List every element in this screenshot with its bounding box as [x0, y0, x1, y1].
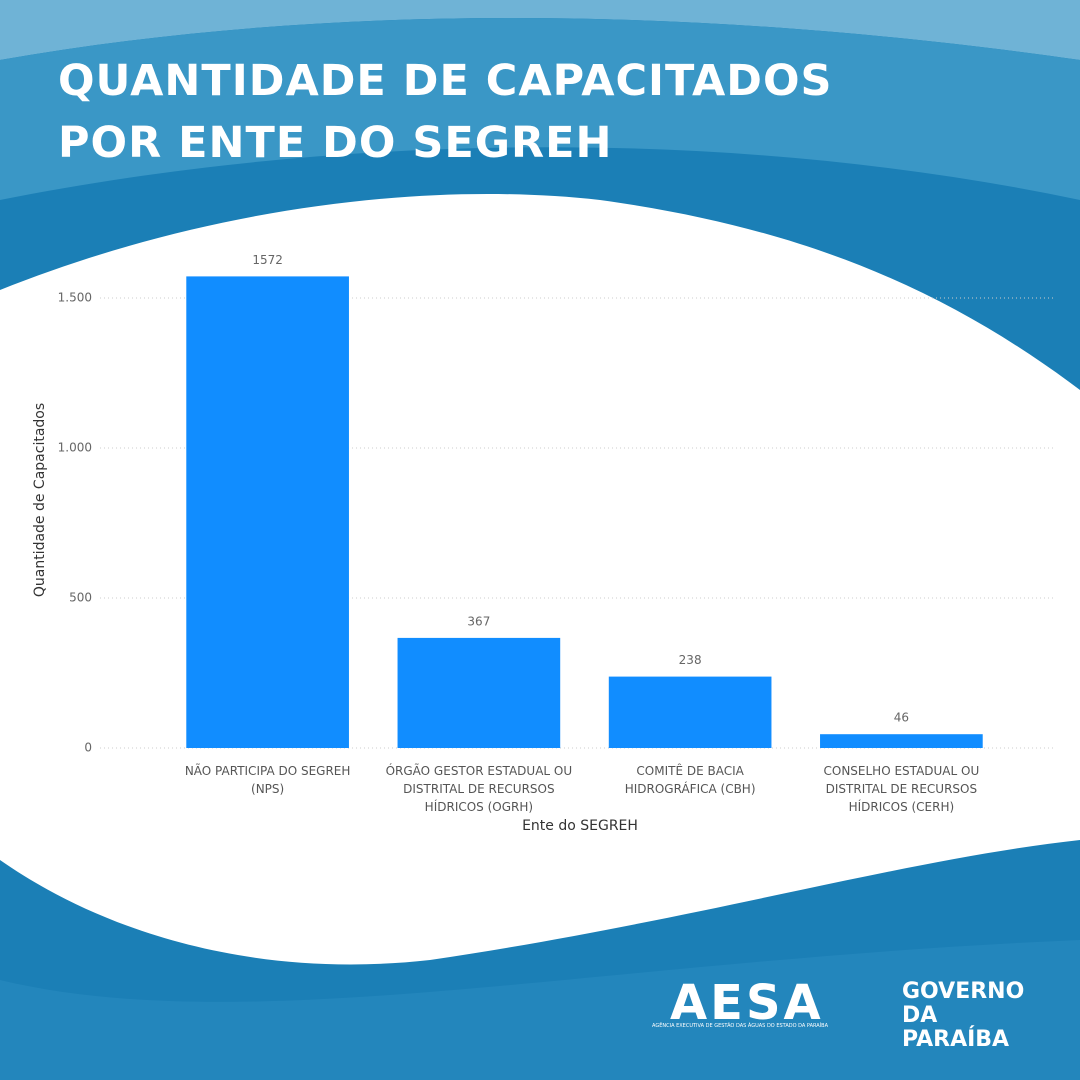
x-tick-label: ÓRGÃO GESTOR ESTADUAL OU DISTRITAL DE RE…	[385, 764, 573, 814]
x-tick-label: NÃO PARTICIPA DO SEGREH (NPS)	[184, 764, 351, 796]
bar	[186, 276, 349, 748]
bar	[397, 637, 561, 748]
data-label: 1572	[252, 253, 283, 267]
y-axis-label: Quantidade de Capacitados	[32, 403, 48, 597]
governo-logo: GOVERNO DA PARAÍBA	[902, 979, 1025, 1052]
bar	[608, 676, 772, 748]
bar	[820, 734, 983, 748]
data-label: 238	[679, 653, 702, 667]
y-tick-label: 1.500	[58, 291, 92, 305]
title: QUANTIDADE DE CAPACITADOS POR ENTE DO SE…	[58, 56, 833, 168]
x-tick-label: CONSELHO ESTADUAL OU DISTRITAL DE RECURS…	[823, 764, 980, 814]
aesa-subtitle: AGÊNCIA EXECUTIVA DE GESTÃO DAS ÁGUAS DO…	[652, 1023, 829, 1029]
data-label: 46	[894, 711, 909, 725]
x-tick-label: COMITÊ DE BACIA HIDROGRÁFICA (CBH)	[624, 764, 756, 796]
y-tick-label: 500	[69, 591, 92, 605]
y-tick-label: 0	[84, 741, 92, 755]
y-tick-label: 1.000	[58, 441, 92, 455]
data-label: 367	[467, 614, 490, 628]
aesa-logo: AESA	[670, 975, 824, 1031]
x-axis-label: Ente do SEGREH	[522, 818, 638, 834]
